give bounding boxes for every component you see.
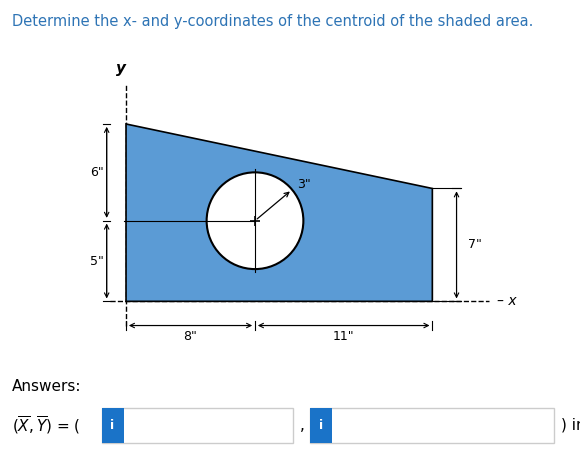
Text: Answers:: Answers:: [12, 379, 81, 394]
Text: 8": 8": [184, 330, 197, 343]
Text: – x: – x: [497, 294, 516, 308]
Text: i: i: [319, 419, 324, 432]
Text: $(\overline{X},\overline{Y})$ = (: $(\overline{X},\overline{Y})$ = (: [12, 415, 82, 436]
Text: 11": 11": [333, 330, 354, 343]
Text: i: i: [110, 419, 115, 432]
Text: 5": 5": [90, 254, 104, 267]
Text: Determine the x- and y-coordinates of the centroid of the shaded area.: Determine the x- and y-coordinates of th…: [12, 14, 533, 29]
Polygon shape: [126, 124, 432, 301]
Circle shape: [206, 173, 303, 269]
Text: 3": 3": [297, 178, 311, 191]
Text: 7": 7": [468, 239, 481, 252]
Text: y: y: [116, 60, 126, 76]
Text: ,: ,: [300, 418, 304, 433]
Text: ) in.: ) in.: [561, 418, 580, 433]
Text: 6": 6": [90, 166, 104, 179]
